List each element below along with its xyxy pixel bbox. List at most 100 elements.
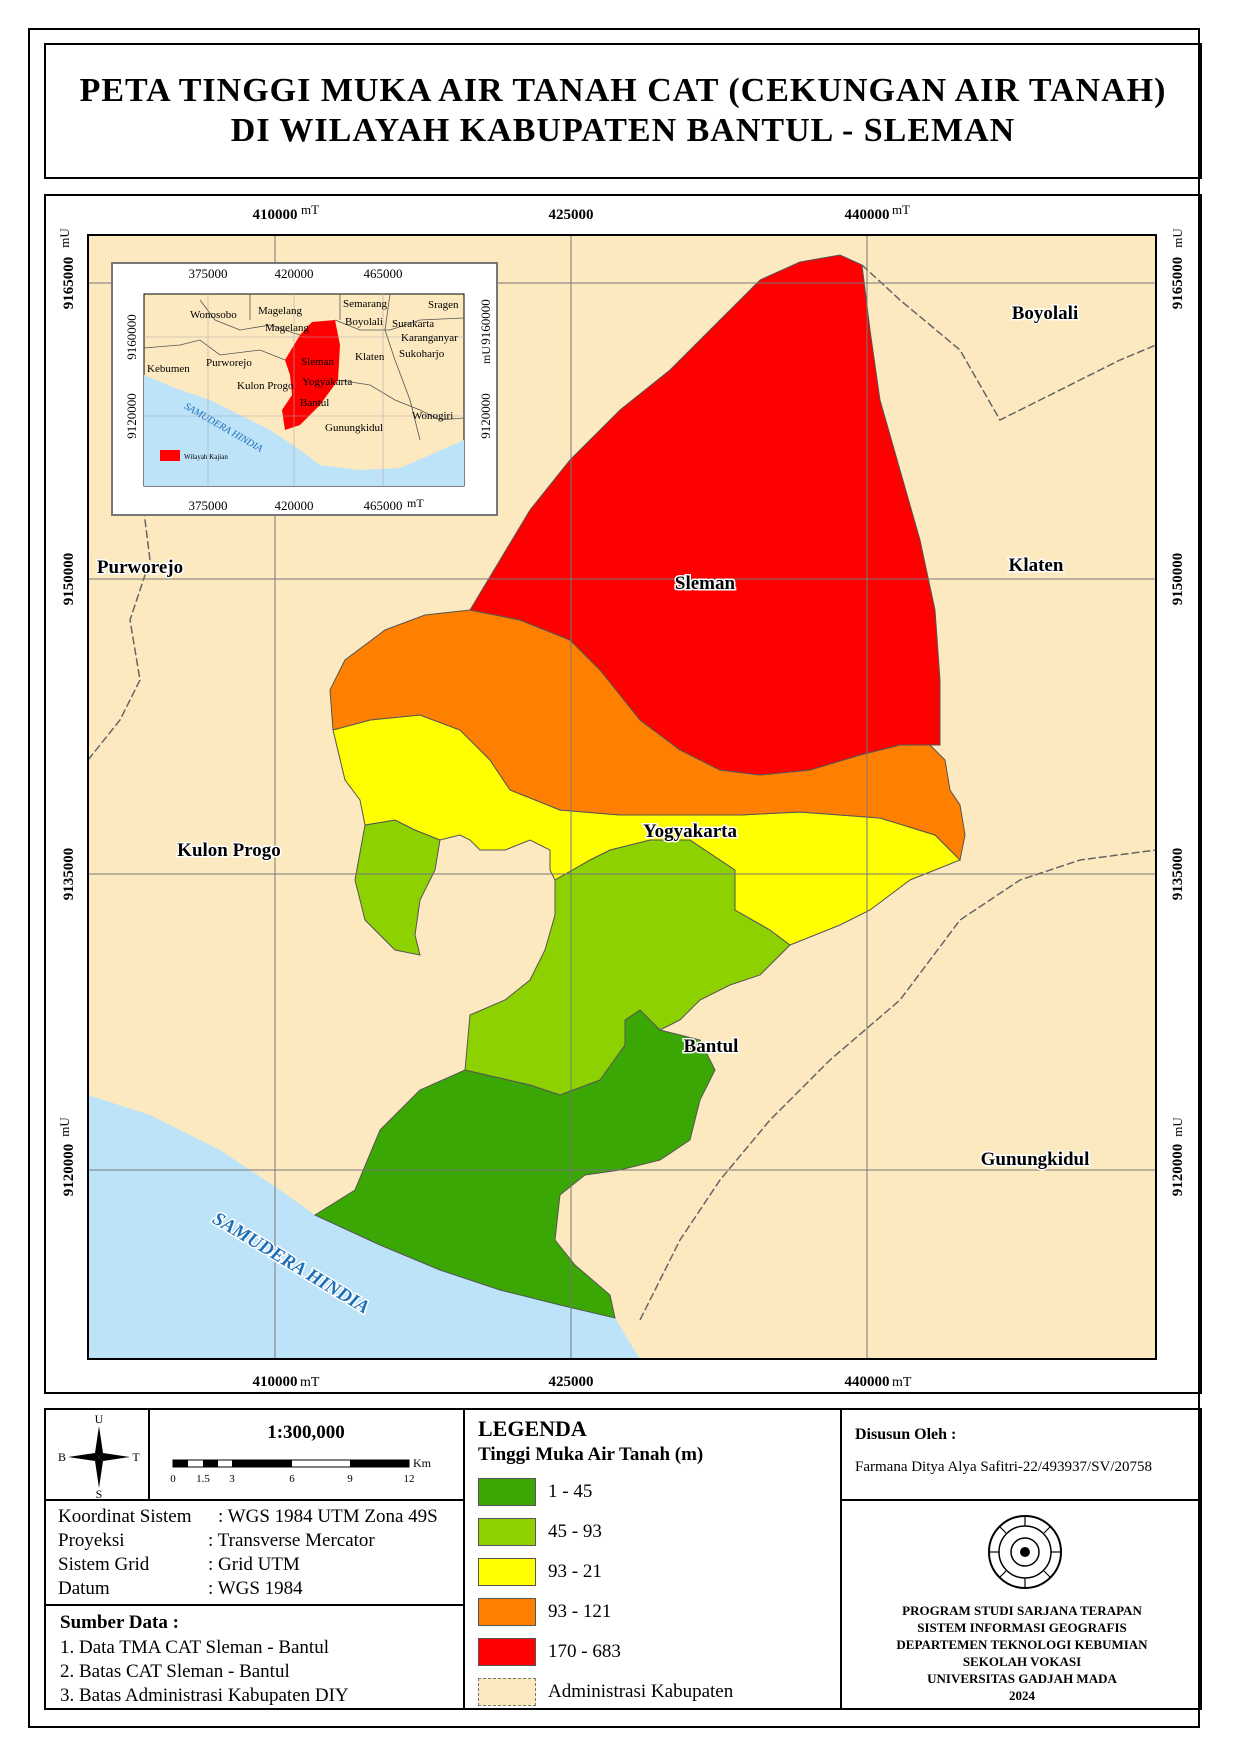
ocean-area	[88, 1095, 640, 1359]
y-tick-left-2: 9135000	[61, 848, 77, 901]
y-tick-right-0-unit: mU	[1170, 228, 1185, 248]
inset-grid	[144, 294, 464, 486]
scale-tick-3: 6	[289, 1473, 295, 1485]
inset-label-kulon-progo: Kulon Progo	[237, 380, 294, 392]
scale-tick-0: 0	[170, 1473, 176, 1485]
inset-x-bottom-0: 375000	[189, 498, 228, 513]
scale-tick-2: 3	[229, 1473, 235, 1485]
y-ticks-left: 9165000 mU 9150000 9135000 9120000 mU	[57, 228, 77, 1197]
inset-x-bottom-2: 465000	[364, 498, 403, 513]
y-tick-right-3-unit: mU	[1170, 1117, 1185, 1137]
label-gunungkidul: Gunungkidul	[981, 1149, 1090, 1170]
compass-e: T	[132, 1450, 140, 1464]
info-panel	[44, 1408, 1202, 1710]
admin-boundary-south	[639, 849, 1156, 1321]
label-sleman: Sleman	[675, 573, 736, 594]
inset-boundaries	[143, 293, 465, 441]
x-tick-bottom-1: 425000	[549, 1374, 594, 1390]
author: Disusun Oleh : Farmana Ditya Alya Safitr…	[855, 1424, 1195, 1478]
scale-text: 1:300,000	[267, 1422, 345, 1443]
inset-y-right-1: 9120000	[478, 393, 493, 439]
x-tick-bottom-0: 410000	[253, 1374, 298, 1390]
sources-heading: Sumber Data :	[60, 1612, 179, 1633]
legend-item: 45 - 93	[478, 1512, 833, 1552]
source-item: 2. Batas CAT Sleman - Bantul	[60, 1661, 290, 1682]
coord-row: Sistem Grid: Grid UTM	[58, 1554, 300, 1575]
y-tick-left-3-unit: mU	[57, 1117, 72, 1137]
x-ticks-bottom: 410000 mT 425000 440000 mT	[253, 1374, 912, 1390]
compass-arrow-east-icon	[99, 1453, 130, 1461]
author-name: Farmana Ditya Alya Safitri-22/493937/SV/…	[855, 1459, 1153, 1475]
inset-label-wonogiri: Wonogiri	[412, 410, 453, 422]
inset-label-yogyakarta: Yogyakarta	[302, 376, 352, 388]
inset-map: 375000 420000 465000 375000 420000 46500…	[111, 262, 498, 516]
x-ticks-top: 410000 mT 425000 440000 mT	[253, 202, 911, 223]
inset-label-boyolali: Boyolali	[345, 316, 383, 328]
inset-x-top-2: 465000	[364, 266, 403, 281]
source-item: 1. Data TMA CAT Sleman - Bantul	[60, 1637, 329, 1658]
inset-label-sukoharjo: Sukoharjo	[399, 348, 445, 360]
compass-arrow-south-icon	[95, 1457, 103, 1488]
x-tick-bottom-2: 440000	[845, 1374, 890, 1390]
legend-item: 1 - 45	[478, 1472, 833, 1512]
inset-label-semarang: Semarang	[343, 298, 387, 310]
scale-tick-1: 1.5	[196, 1473, 210, 1485]
compass: U S T B	[58, 1412, 140, 1498]
coord-row: Koordinat Sistem: WGS 1984 UTM Zona 49S	[58, 1506, 438, 1527]
label-yogyakarta: Yogyakarta	[643, 821, 737, 842]
inset-label-kebumen: Kebumen	[147, 363, 190, 375]
inset-label-purworejo: Purworejo	[206, 357, 252, 369]
title-line-2: DI WILAYAH KABUPATEN BANTUL - SLEMAN	[230, 112, 1016, 149]
x-tick-top-0: 410000	[253, 207, 298, 223]
scale-tick-5: 12	[404, 1473, 415, 1485]
zone-170-683	[469, 254, 941, 776]
source-item: 3. Batas Administrasi Kabupaten DIY	[60, 1685, 349, 1706]
legend-swatch	[478, 1638, 536, 1666]
inset-label-surakarta: Surakarta	[392, 318, 434, 330]
inset-ticks: 375000 420000 465000 375000 420000 46500…	[124, 266, 493, 513]
inset-legend-label: Wilayah Kajian	[184, 453, 228, 461]
inset-label-magelang1: Magelang	[258, 305, 302, 317]
inset-y-right-0: 9160000	[478, 299, 493, 345]
divider-left	[463, 1408, 465, 1710]
y-tick-right-1: 9150000	[1170, 553, 1186, 606]
admin-boundary-east	[861, 264, 1156, 421]
inset-x-top-0: 375000	[189, 266, 228, 281]
legend-swatch-admin	[478, 1678, 536, 1706]
legend-item: 93 - 121	[478, 1592, 833, 1632]
inset-label-karanganyar: Karanganyar	[401, 332, 458, 344]
title-box: PETA TINGGI MUKA AIR TANAH CAT (CEKUNGAN…	[44, 43, 1202, 179]
compass-s: S	[96, 1487, 103, 1498]
legend-subheading: Tinggi Muka Air Tanah (m)	[478, 1444, 704, 1465]
y-tick-right-0: 9165000	[1170, 257, 1186, 310]
label-kulon-progo: Kulon Progo	[177, 840, 281, 861]
compass-arrow-west-icon	[68, 1453, 99, 1461]
institution-line: SISTEM INFORMASI GEOGRAFIS	[917, 1620, 1127, 1635]
region-labels: Boyolali Klaten Purworejo Sleman Yogyaka…	[95, 302, 1091, 1172]
inset-legend-swatch	[160, 450, 180, 461]
y-tick-left-0-unit: mU	[57, 228, 72, 248]
inset-ocean	[144, 375, 464, 486]
institution-line: SEKOLAH VOKASI	[962, 1654, 1082, 1669]
legend: LEGENDA Tinggi Muka Air Tanah (m) 1 - 45…	[478, 1416, 833, 1712]
map-panel	[44, 194, 1202, 1394]
coord-row: Datum: WGS 1984	[58, 1578, 303, 1599]
inset-y-left-0: 9160000	[124, 314, 139, 360]
label-klaten: Klaten	[1009, 555, 1064, 576]
inset-labels: Wonosobo Magelang Magelang Semarang Srag…	[147, 298, 459, 434]
scale-tick-4: 9	[347, 1473, 353, 1485]
legend-swatch	[478, 1518, 536, 1546]
inset-label-sleman: Sleman	[301, 356, 334, 368]
x-tick-bottom-0-unit: mT	[300, 1375, 320, 1390]
legend-swatch	[478, 1598, 536, 1626]
label-bantul: Bantul	[684, 1036, 739, 1057]
compass-arrow-north-icon	[95, 1426, 103, 1457]
inset-label-klaten: Klaten	[355, 351, 385, 363]
inset-x-unit: mT	[407, 496, 424, 510]
legend-item-admin: Administrasi Kabupaten	[478, 1672, 833, 1712]
divider-compass	[148, 1408, 150, 1500]
divider-coord	[44, 1499, 464, 1501]
x-tick-top-0-unit: mT	[301, 202, 319, 217]
inset-y-unit: mU	[479, 346, 493, 364]
y-tick-left-0: 9165000	[61, 257, 77, 310]
